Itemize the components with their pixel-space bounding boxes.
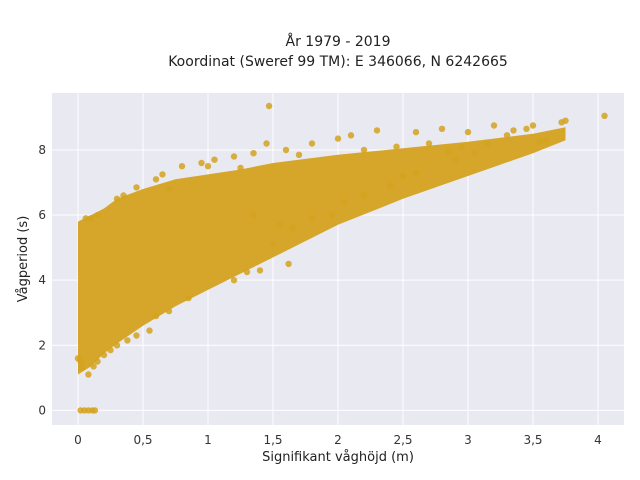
scatter-point (510, 127, 517, 134)
scatter-point (458, 143, 465, 150)
scatter-point (178, 163, 186, 170)
x-tick-label: 2,5 (393, 433, 412, 447)
scatter-point (124, 337, 131, 344)
scatter-point (100, 351, 108, 359)
scatter-point (256, 267, 264, 274)
scatter-density-region (78, 127, 566, 375)
scatter-point (360, 192, 368, 199)
y-tick-label: 0 (38, 403, 46, 417)
scatter-point (152, 176, 160, 183)
chart-title: År 1979 - 2019 (286, 33, 391, 50)
scatter-point (295, 151, 303, 158)
scatter-point (341, 198, 348, 206)
scatter-point (601, 112, 608, 120)
scatter-point (282, 146, 290, 154)
scatter-point (269, 241, 277, 248)
y-tick-label: 4 (38, 273, 46, 287)
scatter-point (120, 192, 127, 199)
scatter-point (146, 327, 153, 334)
scatter-point (211, 156, 218, 163)
y-tick-label: 6 (38, 208, 46, 222)
scatter-point (243, 268, 251, 276)
scatter-point (399, 172, 407, 180)
scatter-point (263, 140, 270, 147)
scatter-point (308, 215, 316, 222)
x-tick-label: 3,5 (523, 433, 542, 447)
scatter-point (94, 211, 101, 219)
scatter-density-band (78, 127, 566, 375)
scatter-point (152, 312, 160, 320)
scatter-point (471, 150, 478, 157)
scatter-point (360, 146, 368, 154)
scatter-point (412, 169, 420, 176)
scatter-point (85, 371, 92, 378)
scatter-point (523, 125, 530, 132)
x-tick-label: 1 (204, 433, 212, 447)
x-tick-label: 0 (74, 433, 82, 447)
scatter-point (250, 211, 257, 219)
scatter-point (451, 156, 459, 163)
scatter-point (159, 171, 166, 178)
scatter-point (373, 127, 381, 134)
scatter-point (276, 221, 283, 228)
scatter-point (230, 153, 238, 160)
scatter-point (484, 140, 491, 147)
x-tick-label: 2 (334, 433, 342, 447)
scatter-point (562, 117, 569, 124)
scatter-point (542, 137, 550, 144)
chart-subtitle: Koordinat (Sweref 99 TM): E 346066, N 62… (168, 54, 508, 70)
scatter-point (412, 128, 420, 136)
scatter-point (204, 163, 212, 170)
scatter-point (87, 215, 95, 222)
scatter-point (490, 122, 498, 129)
scatter-point (445, 148, 452, 155)
scatter-points (74, 102, 608, 414)
x-axis-label: Signifikant våghöjd (m) (262, 450, 414, 465)
y-tick-label: 2 (38, 338, 46, 352)
scatter-point (308, 140, 316, 147)
scatter-point (250, 150, 257, 157)
scatter-point (74, 355, 82, 362)
scatter-point (393, 143, 400, 150)
x-tick-label: 0,5 (133, 433, 152, 447)
scatter-point (133, 332, 140, 339)
scatter-point (165, 185, 173, 193)
scatter-point (285, 260, 292, 268)
scatter-point (328, 211, 335, 219)
scatter-point (334, 135, 342, 142)
scatter-point (503, 132, 511, 139)
scatter-point (91, 407, 99, 414)
scatter-point (536, 138, 543, 145)
x-tick-labels: 0 0,5 1 1,5 2 2,5 3 3,5 4 (74, 433, 602, 447)
scatter-point (78, 364, 86, 372)
scatter-point (90, 363, 97, 370)
scatter-point (529, 122, 537, 129)
scatter-point (265, 102, 273, 110)
scatter-point (94, 358, 101, 365)
y-axis-label: Vågperiod (s) (16, 216, 31, 303)
scatter-point (425, 140, 433, 147)
scatter-point (165, 307, 173, 315)
scatter-point (230, 277, 238, 284)
x-tick-label: 4 (594, 433, 602, 447)
scatter-point (113, 342, 121, 349)
x-tick-label: 1,5 (263, 433, 282, 447)
scatter-point (386, 182, 394, 189)
scatter-point (133, 184, 140, 191)
scatter-point (107, 346, 114, 354)
scatter-point (113, 195, 121, 202)
scatter-point (185, 294, 192, 302)
scatter-point (464, 128, 472, 136)
scatter-point (82, 215, 90, 222)
scatter-point (347, 132, 355, 139)
x-tick-label: 3 (464, 433, 472, 447)
y-tick-labels: 0 2 4 6 8 (38, 143, 46, 417)
scatter-point (289, 224, 296, 232)
scatter-point (438, 125, 446, 132)
scatter-point (237, 164, 244, 172)
scatter-point (198, 159, 205, 167)
y-tick-label: 8 (38, 143, 46, 157)
